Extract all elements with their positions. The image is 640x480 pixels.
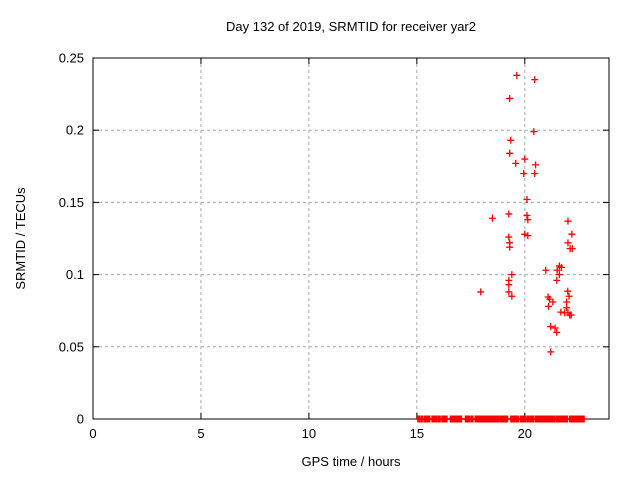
data-point-marker xyxy=(508,271,516,279)
tick-label-layer: 0 5 10 15 20 0 0.05 0.1 0.15 0.2 0.25 xyxy=(59,51,532,442)
data-point-marker xyxy=(553,328,561,336)
data-point-marker xyxy=(512,159,520,167)
data-point-marker xyxy=(532,161,540,169)
data-point-marker xyxy=(553,266,561,274)
data-point-marker xyxy=(505,233,513,241)
data-point-marker xyxy=(551,324,559,332)
data-point-marker xyxy=(521,230,529,238)
tick-layer xyxy=(92,57,609,420)
data-point-marker xyxy=(506,149,514,157)
x-tick-label: 10 xyxy=(302,426,316,441)
data-point-marker xyxy=(567,311,575,319)
data-point-layer xyxy=(414,71,588,423)
x-tick-label: 0 xyxy=(89,426,96,441)
data-point-marker xyxy=(564,217,572,225)
data-point-marker xyxy=(558,263,566,271)
data-point-marker xyxy=(542,266,550,274)
data-point-marker xyxy=(564,239,572,247)
y-tick-label: 0 xyxy=(77,412,84,427)
x-tick-label: 20 xyxy=(518,426,532,441)
data-point-marker xyxy=(505,281,513,289)
data-point-marker xyxy=(530,128,538,136)
data-point-marker xyxy=(524,216,532,224)
y-tick-label: 0.15 xyxy=(59,195,84,210)
y-tick-label: 0.1 xyxy=(66,267,84,282)
data-point-marker xyxy=(557,308,565,316)
y-tick-label: 0.25 xyxy=(59,51,84,66)
data-point-marker xyxy=(545,302,553,310)
data-point-marker xyxy=(564,287,572,295)
data-point-marker xyxy=(508,292,516,300)
data-point-marker xyxy=(505,288,513,296)
chart-title: Day 132 of 2019, SRMTID for receiver yar… xyxy=(226,19,476,34)
data-point-marker xyxy=(521,155,529,163)
data-point-marker xyxy=(547,323,555,331)
data-point-marker xyxy=(477,288,485,296)
baseline-point-marker xyxy=(580,415,588,423)
data-point-marker xyxy=(506,243,514,251)
data-point-marker xyxy=(513,71,521,79)
data-point-marker xyxy=(568,245,576,253)
data-point-marker xyxy=(568,230,576,238)
data-point-marker xyxy=(531,170,539,178)
y-axis-label: SRMTID / TECUs xyxy=(13,187,28,290)
data-point-marker xyxy=(565,292,573,300)
data-point-marker xyxy=(563,304,571,312)
x-tick-label: 15 xyxy=(410,426,424,441)
grid-layer xyxy=(93,58,609,419)
y-tick-label: 0.2 xyxy=(66,123,84,138)
data-point-marker xyxy=(555,271,563,279)
data-point-marker xyxy=(523,211,531,219)
data-point-marker xyxy=(506,94,514,102)
data-point-marker xyxy=(523,196,531,204)
data-point-marker xyxy=(547,348,555,356)
data-point-marker xyxy=(531,76,539,84)
data-point-marker xyxy=(549,298,557,306)
data-point-marker xyxy=(524,232,532,240)
data-point-marker xyxy=(505,210,513,218)
y-tick-label: 0.05 xyxy=(59,339,84,354)
data-point-marker xyxy=(488,214,496,222)
x-axis-label: GPS time / hours xyxy=(302,454,401,469)
data-point-marker xyxy=(507,136,515,144)
data-point-marker xyxy=(553,276,561,284)
data-point-marker xyxy=(520,170,528,178)
plot-frame xyxy=(92,57,610,420)
x-tick-label: 5 xyxy=(197,426,204,441)
